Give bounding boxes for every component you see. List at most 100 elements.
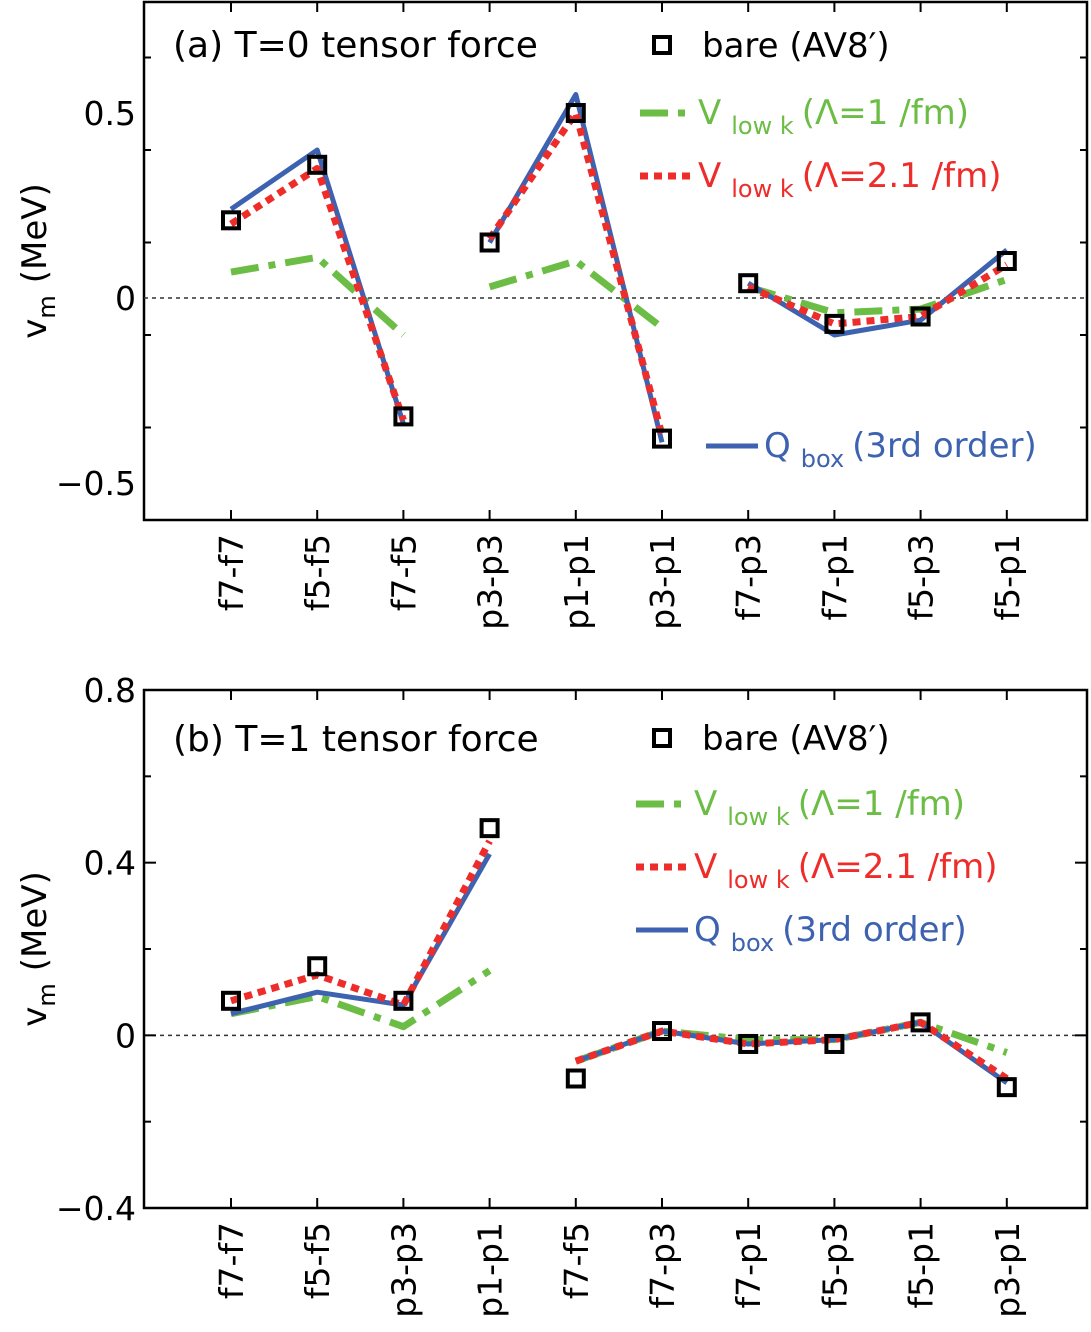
data-point-bare (307, 154, 328, 175)
data-point-bare (910, 1012, 931, 1033)
legend-qbox-rest: (3rd order) (782, 910, 967, 950)
x-tick-label: f7-p1 (729, 1222, 768, 1308)
legend-qbox-rest: (3rd order) (852, 426, 1037, 466)
x-tick-label: f5-p3 (815, 1222, 854, 1308)
series-line-vlowk21-group-1 (574, 1018, 1009, 1082)
panel-title: (b) T=1 tensor force (173, 719, 539, 760)
series-line-vlowk21-group-0 (229, 839, 493, 1009)
data-point-bare (221, 990, 241, 1011)
data-point-bare (910, 306, 931, 327)
legend-qbox-sub: box (801, 445, 844, 473)
data-point-bare (307, 956, 328, 977)
x-tick-label: f5-f5 (298, 1222, 337, 1299)
y-tick-label: −0.5 (56, 464, 136, 503)
series-line-qbox-group-1 (487, 92, 665, 443)
x-tick-label: p3-p3 (471, 534, 510, 630)
series-line-vlowk21-group-1 (486, 109, 666, 436)
x-tick-label: f5-p3 (902, 534, 941, 620)
y-tick-label: 0.8 (84, 671, 136, 710)
x-tick-label: p3-p3 (384, 1222, 423, 1318)
data-point-bare (393, 406, 414, 427)
data-point-bare (565, 103, 586, 123)
x-tick-label: f7-f5 (384, 534, 423, 611)
legend-bare-marker (652, 35, 672, 55)
series-line-vlowk1-group-0 (230, 253, 406, 338)
x-tick-label: p1-p1 (557, 534, 596, 630)
y-axis-label-unit: (MeV) (15, 871, 55, 971)
y-axis-label-unit: (MeV) (15, 183, 55, 283)
x-tick-label: f5-f5 (298, 534, 337, 611)
data-point-bare (996, 251, 1017, 271)
y-tick-label: 0.4 (84, 844, 136, 883)
x-tick-label: p1-p1 (471, 1222, 510, 1318)
x-tick-label: f7-p3 (729, 534, 768, 620)
legend-vlowk21-rest: (Λ=2.1 /fm) (802, 156, 1002, 196)
series-line-vlowk1-group-1 (488, 257, 665, 331)
series-line-qbox-group-0 (229, 147, 406, 425)
data-point-bare (479, 818, 500, 839)
data-point-bare (565, 1068, 586, 1089)
chart-panel-b: −0.4 0 0.4 0.8 f7-f7 f5-f5 p3-p3 p1-p1 f7-f5 f7-p… (15, 671, 1089, 1318)
data-point-bare (221, 210, 241, 231)
legend-vlowk21-main: V (698, 156, 721, 196)
x-tick-label: f7-f5 (557, 1222, 596, 1299)
legend-vlowk1-rest: (Λ=1 /fm) (802, 93, 969, 133)
data-point-bare (738, 273, 759, 294)
legend-bare-label: bare (AV8′) (702, 719, 890, 759)
panel-title: (a) T=0 tensor force (173, 25, 538, 66)
legend-vlowk1-sub: low k (727, 803, 790, 831)
data-point-bare (824, 313, 845, 334)
y-axis-label: vm (MeV) (15, 871, 61, 1027)
plot-frame (142, 0, 1089, 522)
x-tick-label: p3-p1 (988, 1222, 1027, 1318)
y-tick-label: −0.4 (56, 1189, 136, 1228)
series-line-vlowk21-group-2 (746, 261, 1009, 328)
series-line-qbox-group-0 (230, 852, 492, 1017)
y-axis-label-sub: m (33, 295, 61, 318)
y-axis-label-v: v (15, 319, 55, 339)
x-tick-label: f7-f7 (212, 1222, 251, 1299)
legend-qbox-main: Q (694, 910, 721, 950)
legend-qbox-sub: box (731, 929, 774, 957)
legend-vlowk1-sub: low k (731, 112, 794, 140)
y-axis-label-sub: m (33, 983, 61, 1006)
y-tick-label: 0.5 (84, 94, 136, 133)
data-point-bare (824, 1033, 845, 1054)
y-axis-label: vm (MeV) (15, 183, 61, 339)
data-point-bare (738, 1033, 759, 1054)
series-line-qbox-group-1 (574, 1019, 1009, 1085)
x-tick-label: f5-p1 (988, 534, 1027, 620)
x-tick-label: f7-p1 (815, 534, 854, 620)
y-tick-label: 0 (115, 1016, 136, 1055)
legend-vlowk21-rest: (Λ=2.1 /fm) (798, 847, 998, 887)
x-tick-label: f7-f7 (212, 534, 251, 611)
legend-vlowk1-main: V (694, 784, 717, 824)
legend-vlowk1-rest: (Λ=1 /fm) (798, 784, 965, 824)
legend-vlowk21-sub: low k (727, 866, 790, 894)
x-tick-label: f7-p3 (643, 1222, 682, 1308)
series-line-vlowk21-group-0 (229, 165, 407, 422)
data-point-bare (393, 990, 414, 1011)
x-tick-label: f5-p1 (902, 1222, 941, 1308)
chart-panel-a: −0.5 0 0.5 f7-f7 f5-f5 f7-f5 p3-p3 p1-p1 p3-p1 f7… (15, 0, 1089, 630)
data-point-bare (652, 1021, 672, 1042)
legend-vlowk21-main: V (694, 847, 717, 887)
legend-vlowk21-sub: low k (731, 175, 794, 203)
y-tick-label: 0 (115, 279, 136, 318)
data-point-bare (996, 1077, 1017, 1098)
y-axis-label-v: v (15, 1007, 55, 1027)
data-point-bare (652, 428, 672, 449)
data-point-bare (479, 232, 500, 253)
legend-bare-marker (652, 728, 672, 748)
legend-bare-label: bare (AV8′) (702, 26, 890, 66)
legend-vlowk1-main: V (698, 93, 721, 133)
legend-qbox-main: Q (764, 426, 791, 466)
x-tick-label: p3-p1 (643, 534, 682, 630)
